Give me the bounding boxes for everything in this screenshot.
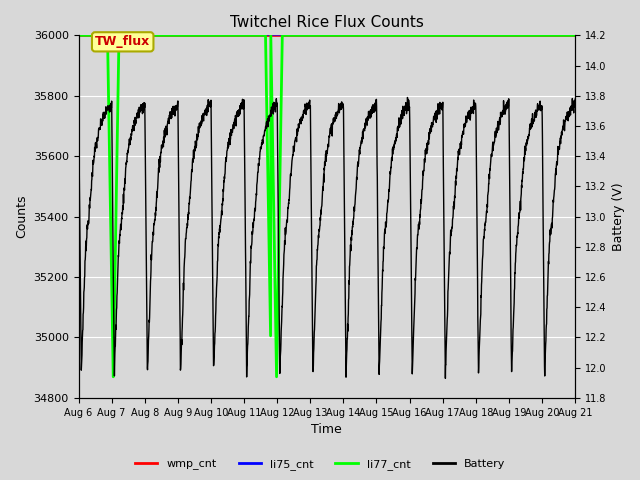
Y-axis label: Battery (V): Battery (V) [612, 182, 625, 251]
Title: Twitchel Rice Flux Counts: Twitchel Rice Flux Counts [230, 15, 424, 30]
Legend: wmp_cnt, li75_cnt, li77_cnt, Battery: wmp_cnt, li75_cnt, li77_cnt, Battery [131, 455, 509, 474]
X-axis label: Time: Time [312, 423, 342, 436]
Y-axis label: Counts: Counts [15, 195, 28, 239]
Text: TW_flux: TW_flux [95, 36, 150, 48]
